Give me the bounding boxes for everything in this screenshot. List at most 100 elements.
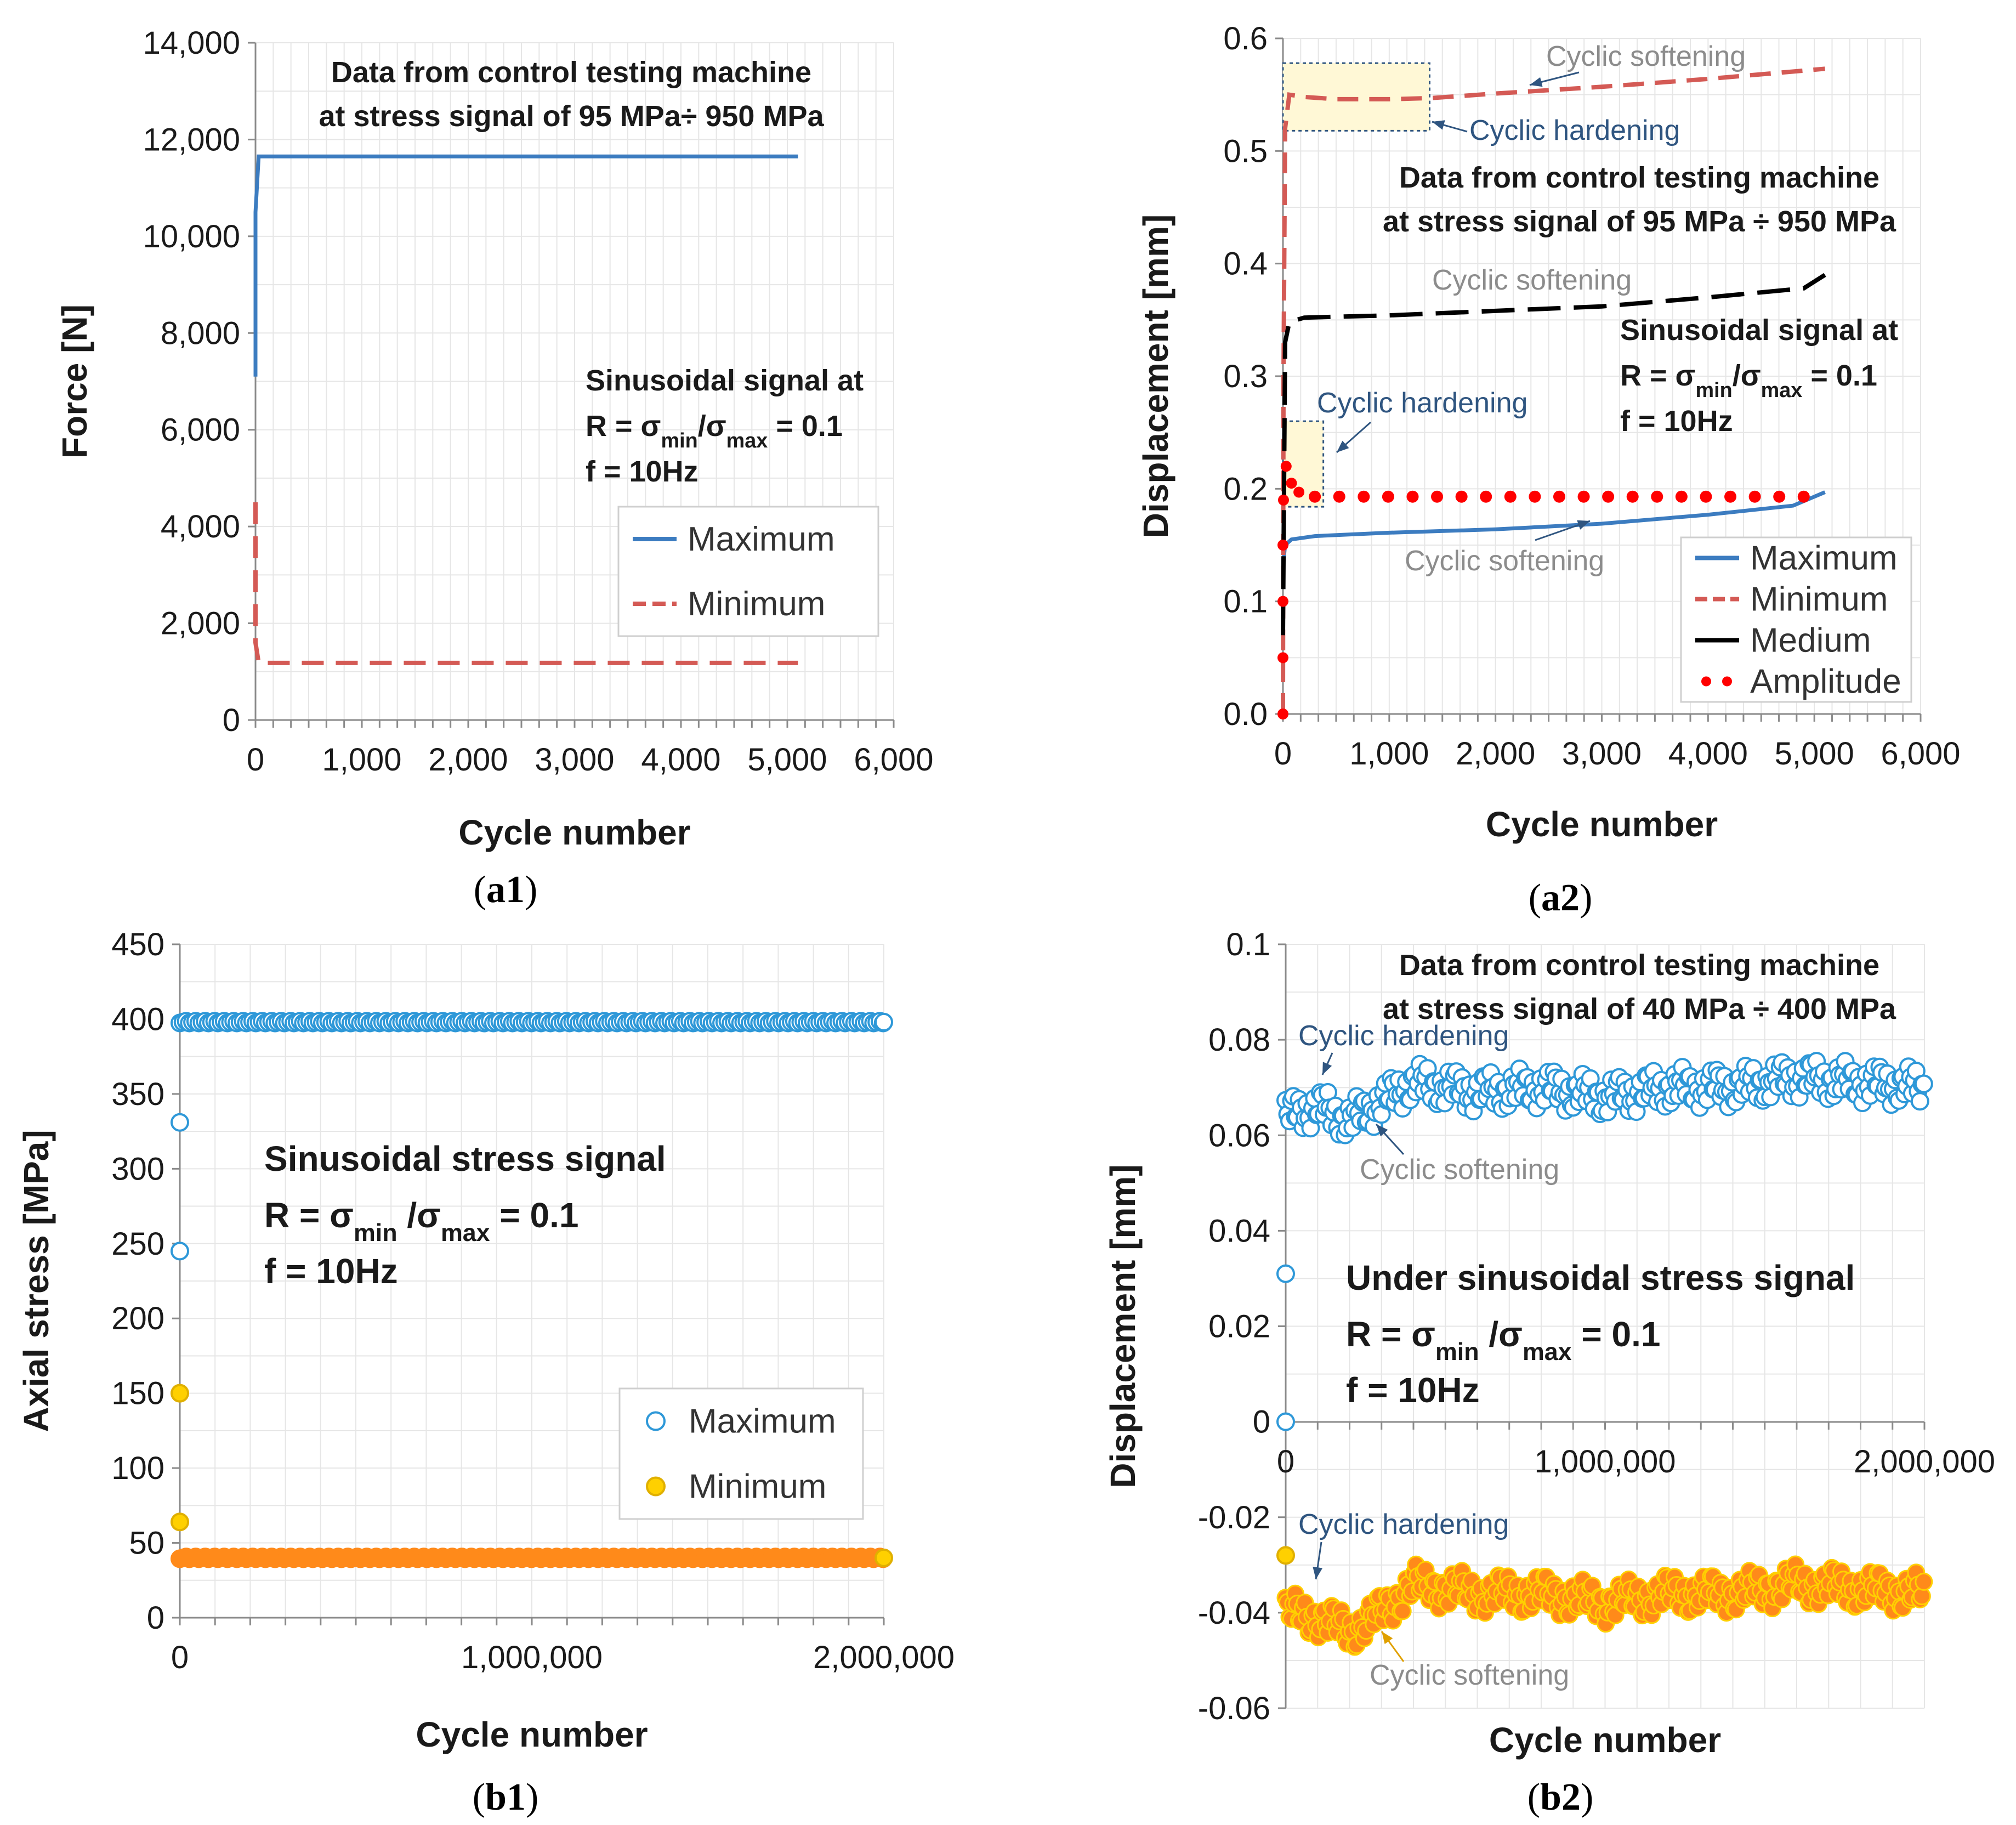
series-amplitude-point — [1382, 490, 1394, 503]
y-tick-label: -0.06 — [1198, 1691, 1270, 1726]
series-medium-line — [1281, 273, 1826, 636]
y-tick-label: 0.04 — [1208, 1213, 1270, 1249]
caption-label: a2 — [1541, 877, 1580, 919]
x-tick-label: 5,000 — [1775, 736, 1854, 772]
text-run: R = — [586, 410, 641, 443]
series-amplitude-point — [1333, 490, 1345, 503]
y-axis-title: Force [N] — [55, 304, 94, 458]
series-maximum-point — [1910, 1092, 1929, 1111]
x-tick-label: 0 — [1277, 1444, 1294, 1480]
subscript: min — [661, 429, 698, 452]
legend-label-medium: Medium — [1750, 622, 1871, 660]
caption-label: a1 — [486, 869, 525, 911]
y-tick-label: 450 — [111, 927, 164, 962]
sigma-symbol: σ — [1676, 359, 1696, 392]
x-tick-label: 2,000,000 — [1854, 1444, 1995, 1480]
y-tick-label: 12,000 — [143, 122, 240, 157]
text-run: / — [397, 1195, 417, 1235]
chart-note: Data from control testing machine — [1399, 949, 1879, 982]
y-tick-label: 0.02 — [1208, 1309, 1270, 1345]
x-tick-label: 1,000 — [322, 742, 401, 778]
series-maximum-point — [1276, 1264, 1295, 1283]
text-run: R = — [1620, 359, 1676, 392]
annotation-text: Cyclic softening — [1405, 545, 1604, 577]
x-tick-label: 0 — [171, 1640, 189, 1675]
legend-label-maximum: Maximum — [1750, 540, 1898, 577]
chart-note: at stress signal of 95 MPa ÷ 950 MPa — [1383, 205, 1896, 238]
x-tick-label: 0 — [247, 742, 264, 778]
chart-note: Data from control testing machine — [1399, 161, 1879, 194]
subscript: max — [441, 1219, 490, 1246]
y-tick-label: -0.04 — [1198, 1595, 1270, 1631]
caption-paren: ) — [525, 869, 537, 911]
series-maximum-line — [253, 154, 798, 377]
y-tick-label: 0.4 — [1223, 246, 1268, 282]
series-amplitude-point — [1277, 540, 1288, 551]
y-axis-title: Displacement [mm] — [1136, 214, 1175, 538]
annotation-text: Cyclic hardening — [1298, 1020, 1509, 1052]
annotation-arrowhead — [1313, 1566, 1323, 1579]
x-axis-title: Cycle number — [1489, 1720, 1721, 1760]
annotation-text: Cyclic softening — [1432, 264, 1632, 296]
caption-label: b2 — [1540, 1776, 1581, 1818]
x-tick-label: 2,000 — [1456, 736, 1535, 772]
panel-caption: (a1) — [474, 869, 538, 911]
series-amplitude-point — [1577, 490, 1590, 503]
y-tick-label: 0.0 — [1223, 696, 1268, 732]
legend-swatch — [646, 1411, 666, 1431]
series-amplitude-point — [1480, 490, 1492, 503]
x-tick-label: 6,000 — [1881, 736, 1960, 772]
legend-label-minimum: Minimum — [1750, 581, 1888, 619]
series-amplitude-point — [1277, 709, 1288, 719]
x-tick-label: 3,000 — [1562, 736, 1642, 772]
series-minimum-point — [1915, 1572, 1933, 1591]
y-tick-label: 0 — [223, 702, 240, 738]
sigma-symbol: σ — [1741, 359, 1761, 392]
signal-text: Sinusoidal stress signal — [264, 1139, 666, 1178]
y-tick-label: 0.06 — [1208, 1118, 1270, 1153]
series-amplitude-point — [1553, 490, 1565, 503]
x-tick-label: 5,000 — [747, 742, 827, 778]
signal-text: R = σmin /σmax = 0.1 — [1346, 1314, 1661, 1365]
series-amplitude-point — [1277, 652, 1288, 664]
caption-paren: ) — [526, 1776, 538, 1818]
y-tick-label: 100 — [111, 1450, 164, 1486]
y-tick-label: 0.2 — [1223, 471, 1268, 507]
series-amplitude-point — [1651, 490, 1663, 503]
y-tick-label: 0.6 — [1223, 21, 1268, 56]
y-tick-label: 0 — [147, 1600, 164, 1636]
y-tick-label: 2,000 — [161, 606, 240, 642]
annotation-arrowhead — [1322, 1062, 1332, 1075]
series-minimum-point — [874, 1548, 893, 1567]
series-amplitude-point — [1626, 490, 1639, 503]
series-maximum-point — [874, 1012, 893, 1031]
series-minimum-point — [1393, 1602, 1412, 1620]
text-run: = 0.1 — [1802, 359, 1877, 392]
y-tick-label: 4,000 — [161, 509, 240, 545]
series-minimum-point — [171, 1512, 189, 1532]
text-run: R = — [1346, 1314, 1411, 1354]
text-run: R = — [264, 1195, 330, 1235]
annotation-arrowhead — [1382, 1631, 1393, 1645]
subscript: max — [1761, 379, 1803, 402]
y-tick-label: 0.1 — [1226, 927, 1270, 962]
caption-paren: ( — [1529, 877, 1541, 919]
legend-box — [617, 506, 879, 637]
x-axis-title: Cycle number — [416, 1715, 648, 1754]
text-run: / — [698, 410, 706, 443]
y-tick-label: 300 — [111, 1151, 164, 1187]
y-tick-label: 150 — [111, 1376, 164, 1412]
x-tick-label: 1,000 — [1349, 736, 1429, 772]
caption-paren: ) — [1581, 1776, 1593, 1818]
x-tick-label: 4,000 — [641, 742, 720, 778]
series-amplitude-point — [1280, 461, 1292, 472]
chart-note: Data from control testing machine — [331, 56, 811, 89]
x-tick-label: 2,000,000 — [813, 1640, 955, 1675]
y-tick-label: 6,000 — [161, 412, 240, 448]
panel-caption: (b1) — [473, 1776, 539, 1818]
y-tick-label: 0.3 — [1223, 359, 1268, 394]
signal-text: f = 10Hz — [1346, 1370, 1480, 1410]
subscript: max — [1523, 1338, 1572, 1365]
x-tick-label: 4,000 — [1668, 736, 1748, 772]
